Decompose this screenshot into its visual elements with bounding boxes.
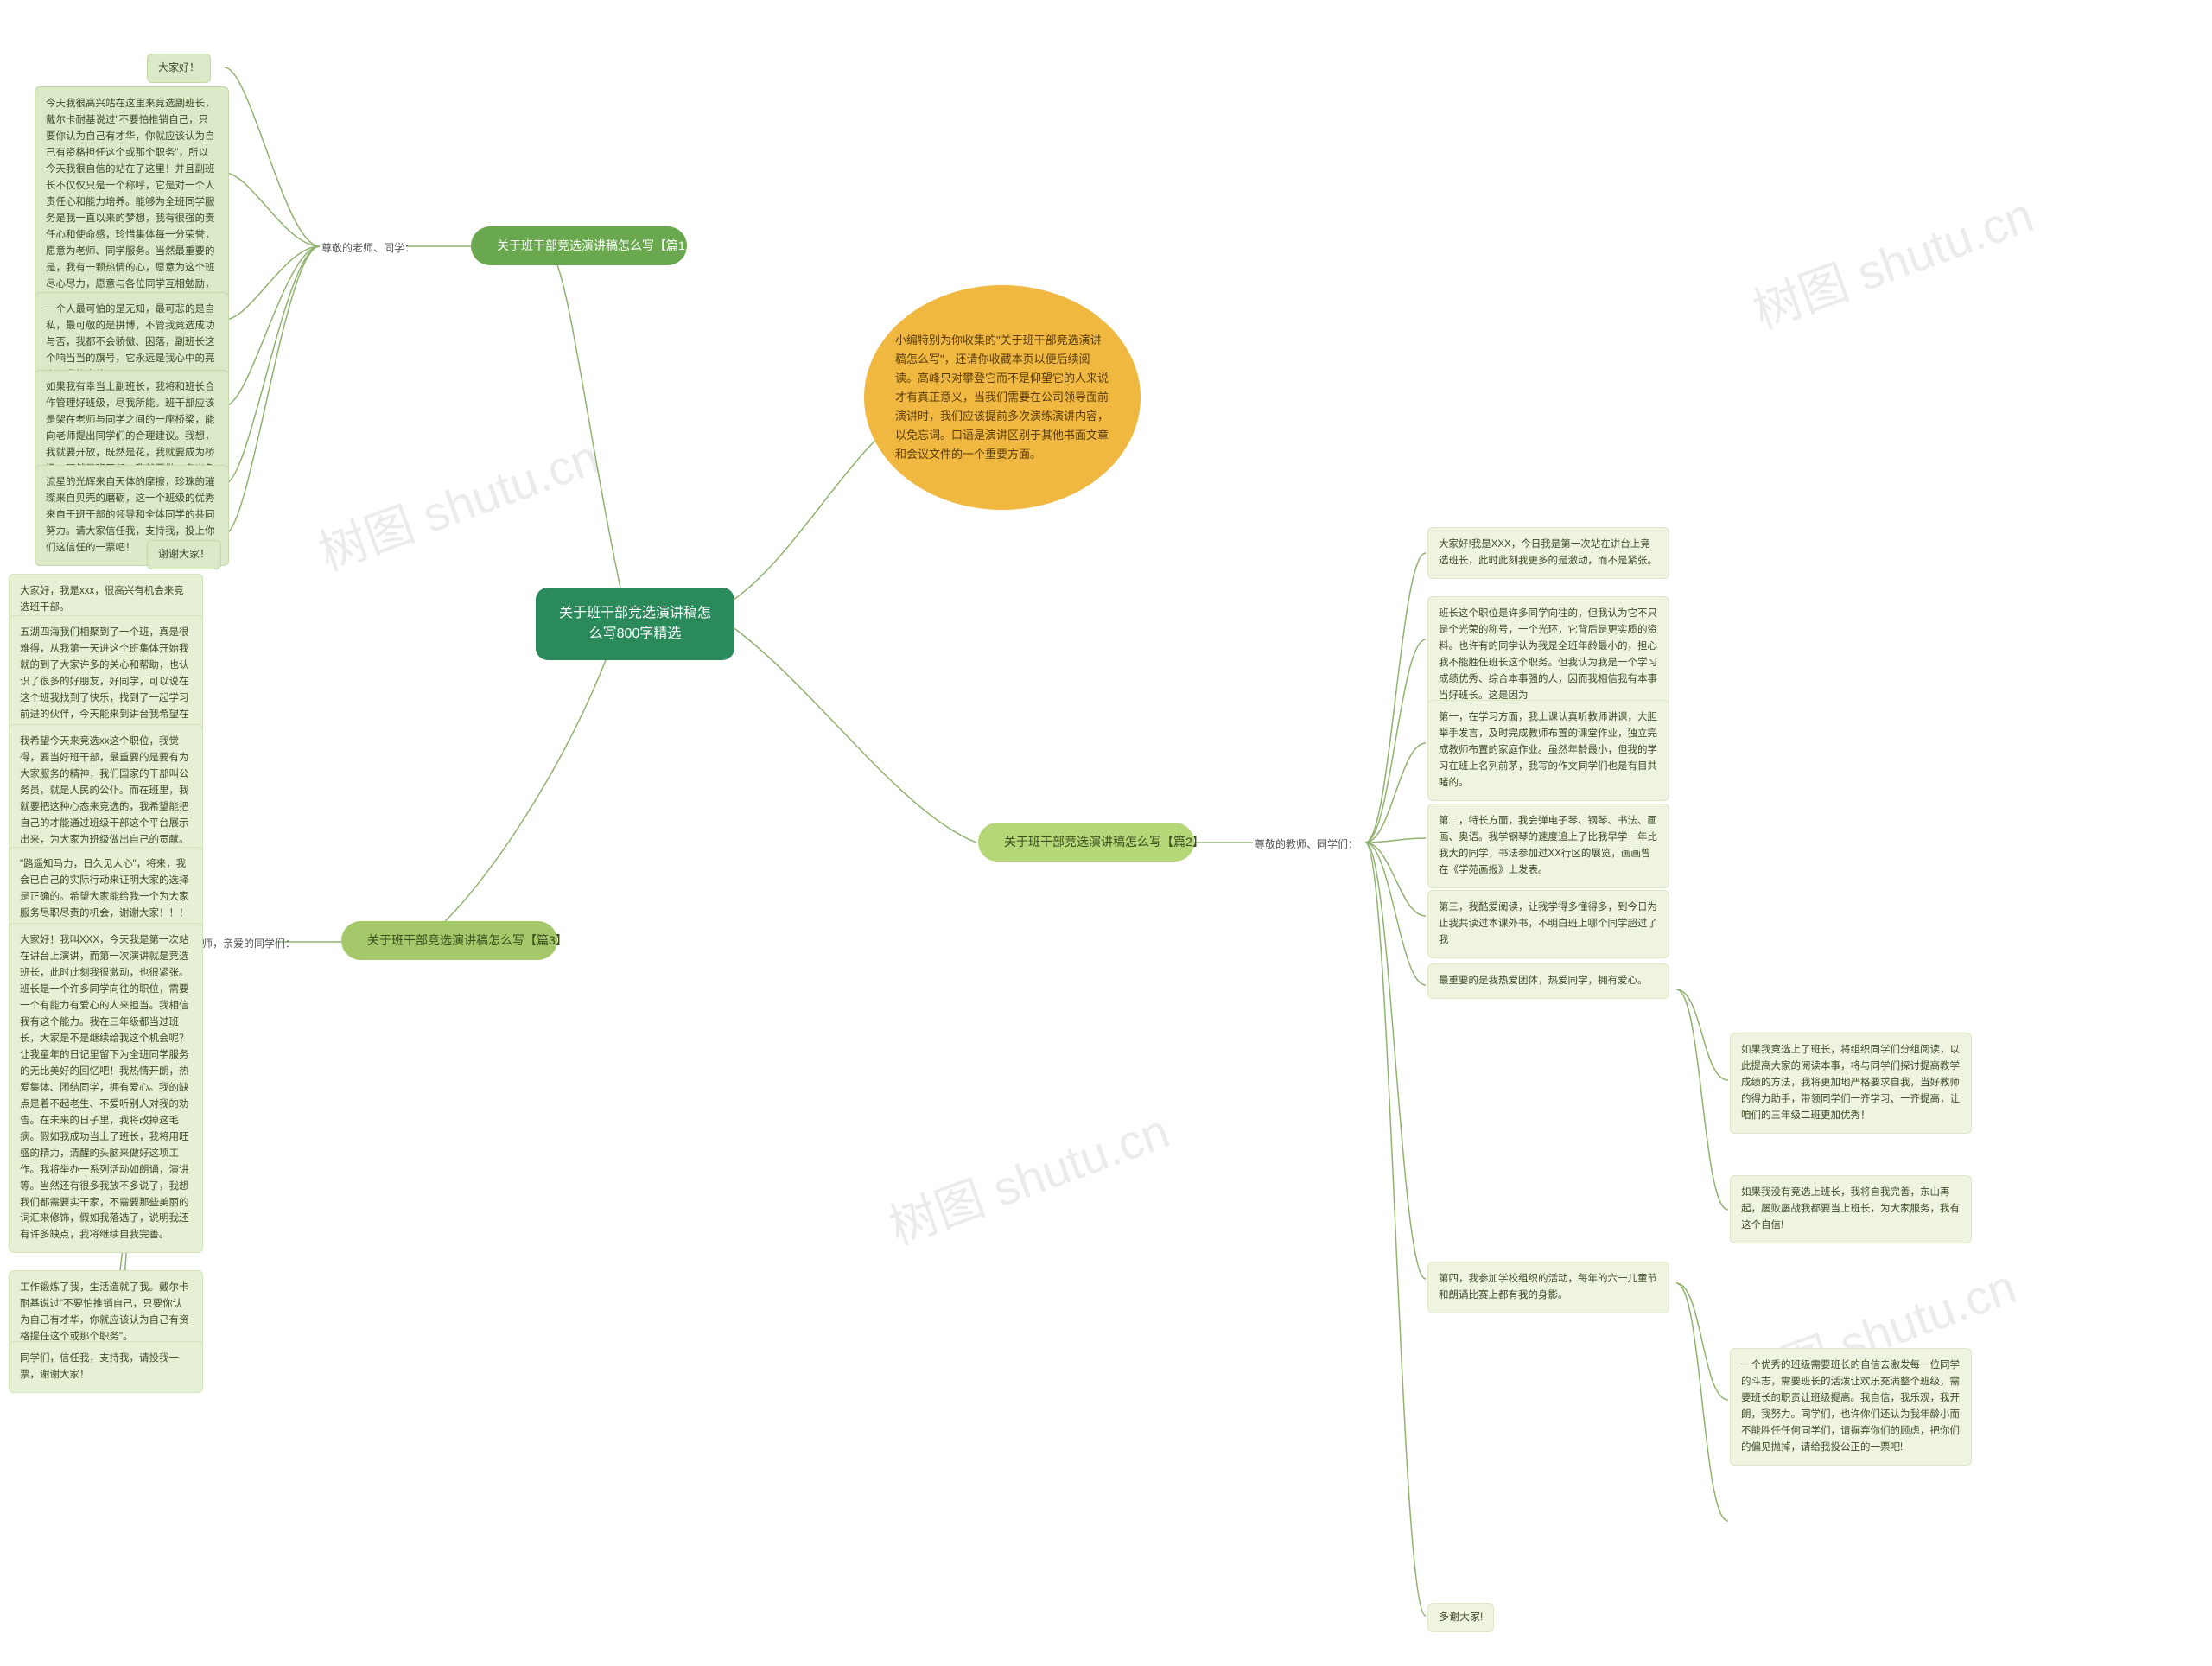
section-3-title: 关于班干部竞选演讲稿怎么写【篇3】 bbox=[367, 933, 568, 947]
section-2-title: 关于班干部竞选演讲稿怎么写【篇2】 bbox=[1004, 835, 1205, 849]
s2-leaf-4: 第三，我酷爱阅读，让我学得多懂得多，到今日为止我共读过本课外书，不明白班上哪个同… bbox=[1427, 890, 1669, 958]
s2-leaf-10: 多谢大家! bbox=[1427, 1603, 1494, 1632]
s3-leaf-3: "路遥知马力，日久见人心"，将来，我会已自己的实际行动来证明大家的选择是正确的。… bbox=[9, 847, 203, 932]
s2-leaf-6: 如果我竞选上了班长，将组织同学们分组阅读，以此提高大家的阅读本事，将与同学们探讨… bbox=[1730, 1033, 1972, 1134]
s3-leaf-4: 大家好！我叫XXX，今天我是第一次站在讲台上演讲，而第一次演讲就是竞选班长，此时… bbox=[9, 923, 203, 1253]
s1-leaf-1: 今天我很高兴站在这里来竞选副班长，戴尔卡耐基说过"不要怕推销自己，只要你认为自己… bbox=[35, 86, 229, 319]
watermark: 树图 shutu.cn bbox=[878, 1092, 1178, 1258]
s2-leaf-3: 第二，特长方面，我会弹电子琴、钢琴、书法、画画、奥语。我学钢琴的速度追上了比我早… bbox=[1427, 804, 1669, 888]
s2-leaf-8: 第四，我参加学校组织的活动，每年的六一儿童节和朗诵比赛上都有我的身影。 bbox=[1427, 1262, 1669, 1313]
s1-leaf-0: 大家好！ bbox=[147, 54, 211, 83]
section-1-label: 尊敬的老师、同学： bbox=[321, 240, 415, 255]
section-1-title: 关于班干部竞选演讲稿怎么写【篇1】 bbox=[497, 238, 697, 252]
s3-leaf-6: 同学们，信任我，支持我，请投我一票，谢谢大家！ bbox=[9, 1341, 203, 1393]
section-2: 关于班干部竞选演讲稿怎么写【篇2】 bbox=[978, 823, 1194, 862]
center-title: 关于班干部竞选演讲稿怎么写800字精选 bbox=[559, 606, 711, 641]
s2-leaf-2: 第一，在学习方面，我上课认真听教师讲课，大胆举手发言，及时完成教师布置的课堂作业… bbox=[1427, 700, 1669, 801]
intro-text: 小编特别为你收集的"关于班干部竞选演讲稿怎么写"，还请你收藏本页以便后续阅读。高… bbox=[895, 331, 1109, 465]
s2-leaf-0: 大家好!我是XXX，今日我是第一次站在讲台上竞选班长，此时此刻我更多的是激动，而… bbox=[1427, 527, 1669, 579]
s2-leaf-1: 班长这个职位是许多同学向往的，但我认为它不只是个光荣的称号，一个光环，它背后是更… bbox=[1427, 596, 1669, 714]
section-3: 关于班干部竞选演讲稿怎么写【篇3】 bbox=[341, 921, 557, 960]
s2-leaf-7: 如果我没有竞选上班长，我将自我完善，东山再起，屡败屡战我都要当上班长，为大家服务… bbox=[1730, 1175, 1972, 1243]
center-node: 关于班干部竞选演讲稿怎么写800字精选 bbox=[536, 588, 734, 660]
section-2-label: 尊敬的教师、同学们： bbox=[1255, 836, 1358, 851]
s3-leaf-2: 我希望今天来竞选xx这个职位，我觉得，要当好班干部，最重要的是要有为大家服务的精… bbox=[9, 724, 203, 858]
watermark: 树图 shutu.cn bbox=[1742, 176, 2042, 342]
section-1: 关于班干部竞选演讲稿怎么写【篇1】 bbox=[471, 226, 687, 265]
s2-leaf-5: 最重要的是我热爱团体，热爱同学，拥有爱心。 bbox=[1427, 963, 1669, 999]
s1-leaf-5: 谢谢大家！ bbox=[147, 540, 221, 569]
watermark: 树图 shutu.cn bbox=[308, 418, 607, 584]
s2-leaf-9a: 一个优秀的班级需要班长的自信去激发每一位同学的斗志，需要班长的活泼让欢乐充满整个… bbox=[1730, 1348, 1972, 1466]
intro-node: 小编特别为你收集的"关于班干部竞选演讲稿怎么写"，还请你收藏本页以便后续阅读。高… bbox=[864, 285, 1141, 510]
